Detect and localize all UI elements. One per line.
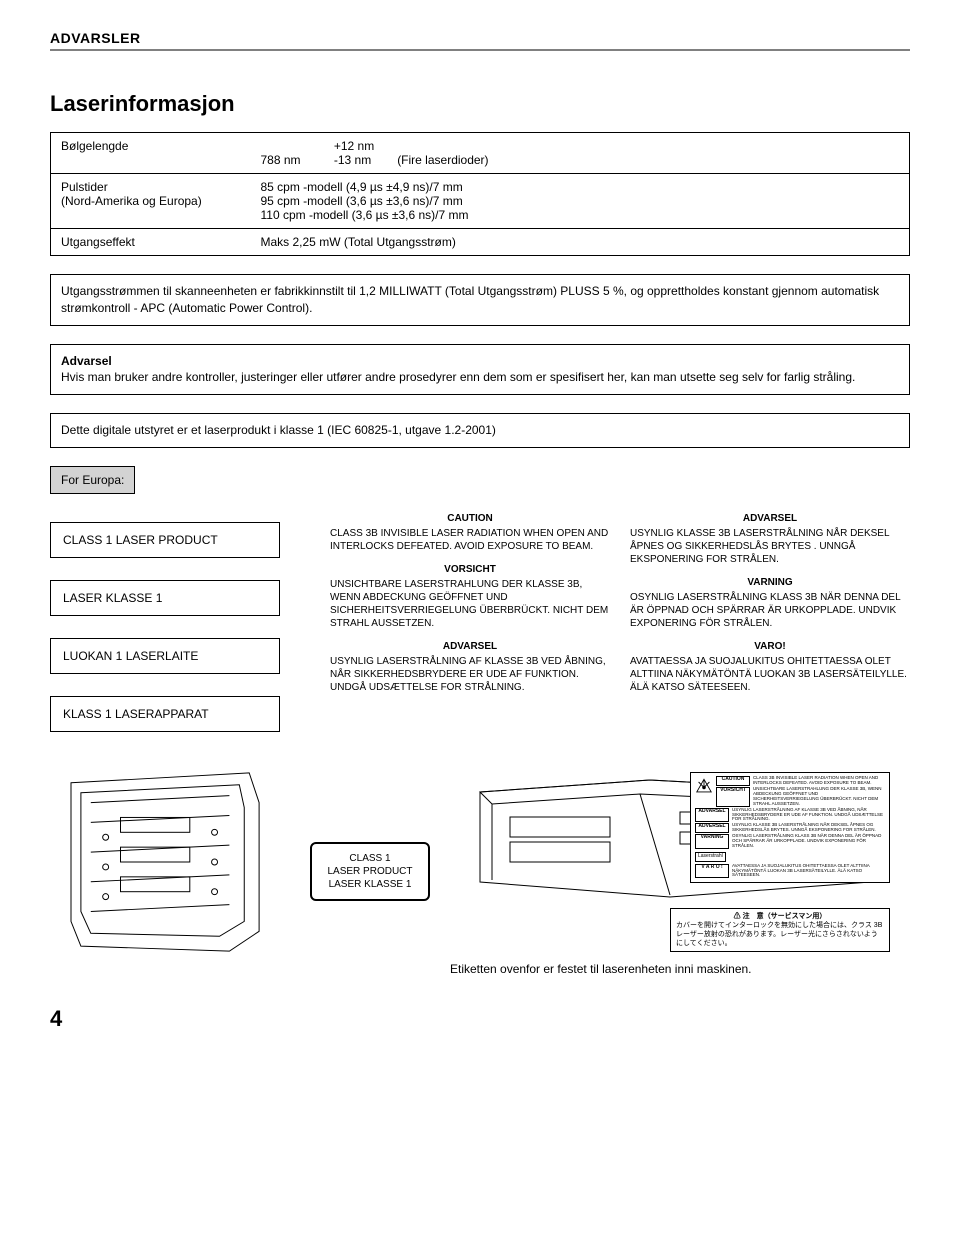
micro-warning-label: CAUTIONCLASS 3B INVISIBLE LASER RADIATIO… <box>690 772 890 883</box>
warning-col-1: CAUTION CLASS 3B INVISIBLE LASER RADIATI… <box>330 512 610 704</box>
class-label-3: LUOKAN 1 LASERLAITE <box>50 638 280 674</box>
printer-right-illustration: CAUTIONCLASS 3B INVISIBLE LASER RADIATIO… <box>450 762 910 902</box>
info-box-output-current: Utgangsstrømmen til skanneenheten er fab… <box>50 274 910 326</box>
spec-label-pulse: Pulstider (Nord-Amerika og Europa) <box>51 174 251 229</box>
spec-value-pulse: 85 cpm -modell (4,9 µs ±4,9 ns)/7 mm 95 … <box>251 174 910 229</box>
warning-advarsel-dk: ADVARSEL USYNLIG LASERSTRÅLNING AF KLASS… <box>330 640 610 694</box>
advarsel-body: Hvis man bruker andre kontroller, juster… <box>61 370 855 384</box>
info-box-iec: Dette digitale utstyret er et laserprodu… <box>50 413 910 448</box>
class-label-2: LASER KLASSE 1 <box>50 580 280 616</box>
europe-label: For Europa: <box>50 466 135 494</box>
warning-varo: VARO! AVATTAESSA JA SUOJALUKITUS OHITETT… <box>630 640 910 694</box>
page-header: ADVARSLER <box>50 30 910 51</box>
spec-value-output: Maks 2,25 mW (Total Utgangsstrøm) <box>251 229 910 256</box>
warning-vorsicht: VORSICHT UNSICHTBARE LASERSTRAHLUNG DER … <box>330 563 610 630</box>
bottom-section: CLASS 1 LASER PRODUCT LASER KLASSE 1 <box>50 762 910 976</box>
printer-left-illustration <box>50 762 290 962</box>
spec-value-wavelength: 788 nm +12 nm -13 nm (Fire laserdioder) <box>251 133 910 174</box>
class1-badge: CLASS 1 LASER PRODUCT LASER KLASSE 1 <box>310 842 430 901</box>
class-label-1: CLASS 1 LASER PRODUCT <box>50 522 280 558</box>
section-title: Laserinformasjon <box>50 91 910 117</box>
warning-advarsel-no: ADVARSEL USYNLIG KLASSE 3B LASERSTRÅLNIN… <box>630 512 910 566</box>
spec-label-wavelength: Bølgelengde <box>51 133 251 174</box>
advarsel-heading: Advarsel <box>61 354 112 368</box>
right-stack: CAUTIONCLASS 3B INVISIBLE LASER RADIATIO… <box>450 762 910 976</box>
japanese-service-box: ⚠ 注 意（サービスマン用） カバーを開けてインターロックを無効にした場合には、… <box>670 908 890 952</box>
warning-caution: CAUTION CLASS 3B INVISIBLE LASER RADIATI… <box>330 512 610 553</box>
info-box-advarsel: Advarsel Hvis man bruker andre kontrolle… <box>50 344 910 396</box>
mid-section: CLASS 1 LASER PRODUCT LASER KLASSE 1 LUO… <box>50 512 910 732</box>
laser-warning-icon <box>695 776 713 806</box>
printer-left-svg <box>51 763 289 961</box>
warning-varning: VARNING OSYNLIG LASERSTRÅLNING KLASS 3B … <box>630 576 910 630</box>
spec-label-output: Utgangseffekt <box>51 229 251 256</box>
spec-table: Bølgelengde 788 nm +12 nm -13 nm (Fire l… <box>50 132 910 256</box>
label-caption: Etiketten ovenfor er festet til laserenh… <box>450 962 910 976</box>
class-label-4: KLASS 1 LASERAPPARAT <box>50 696 280 732</box>
warning-col-2: ADVARSEL USYNLIG KLASSE 3B LASERSTRÅLNIN… <box>630 512 910 704</box>
warning-columns: CAUTION CLASS 3B INVISIBLE LASER RADIATI… <box>330 512 910 704</box>
class-label-stack: CLASS 1 LASER PRODUCT LASER KLASSE 1 LUO… <box>50 512 280 732</box>
laserstrahl-box: Laserstrahl <box>695 852 726 862</box>
page-number: 4 <box>50 1006 910 1032</box>
class1-badge-wrapper: CLASS 1 LASER PRODUCT LASER KLASSE 1 <box>310 762 430 901</box>
